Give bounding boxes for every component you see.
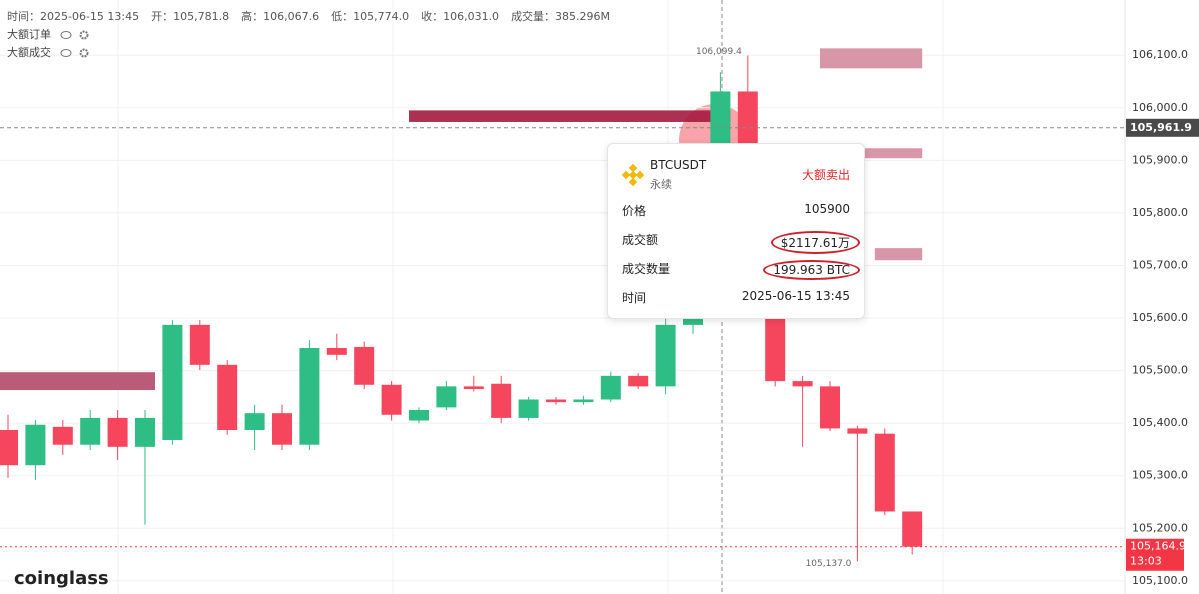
tooltip-key: 价格 [622, 204, 647, 218]
y-tick-label: 105,700.0 [1132, 258, 1188, 271]
info-item: 开：105,781.8 [151, 10, 229, 23]
candle-body [25, 424, 46, 466]
candle-body [189, 324, 210, 365]
y-tick-label: 106,100.0 [1132, 48, 1188, 61]
candle-body [518, 399, 539, 418]
tooltip-key: 成交额 [622, 233, 659, 247]
candle-body [107, 417, 128, 447]
candle-body [491, 383, 512, 418]
tooltip-value: 199.963 BTC [763, 260, 860, 280]
candle-body [436, 386, 457, 408]
gear-icon [79, 48, 89, 58]
candle-body [546, 399, 566, 403]
info-item: 时间：2025-06-15 13:45 [7, 10, 139, 23]
tooltip-row: 时间 2025-06-15 13:45 [622, 289, 850, 306]
tooltip-row: 成交额 $2117.61万 [622, 231, 860, 254]
candle-body [820, 386, 840, 429]
tooltip-value: 2025-06-15 13:45 [741, 289, 850, 303]
candle-body [463, 386, 484, 389]
y-tick-label: 105,200.0 [1132, 521, 1188, 534]
candle-body [217, 364, 238, 430]
candle-body [381, 384, 402, 415]
binance-icon [622, 164, 644, 186]
info-item: 高：106,067.6 [241, 9, 319, 23]
large-order [0, 372, 155, 391]
candle-body [244, 413, 265, 430]
min-label: 105,137.0 [806, 559, 852, 569]
candle-body [902, 511, 923, 547]
y-tick-label: 105,400.0 [1132, 416, 1188, 429]
symbol: BTCUSDT [650, 158, 707, 172]
tooltip-key: 成交数量 [622, 262, 671, 276]
crosshair-label-bg [1126, 118, 1199, 137]
candle-body [792, 381, 813, 387]
market: 永续 [650, 178, 672, 191]
info-item: 低：105,774.0 [331, 10, 409, 23]
candle-body [0, 429, 18, 466]
large-order [820, 48, 923, 69]
y-tick-label: 106,000.0 [1132, 101, 1188, 114]
max-label: 106,099.4 [696, 47, 742, 57]
legend-item: 大额订单 [7, 27, 51, 41]
gear-icon [79, 30, 89, 40]
large-order [847, 148, 923, 159]
candle-body [272, 413, 292, 445]
y-tick-label: 105,600.0 [1132, 311, 1188, 324]
candle-body [135, 417, 155, 447]
side: 大额卖出 [801, 168, 850, 182]
y-tick-label: 105,300.0 [1132, 469, 1188, 482]
candle-body [80, 417, 101, 445]
candle-body [655, 324, 676, 387]
candle-body [354, 346, 375, 385]
eye-icon [60, 31, 72, 39]
candle-body [874, 433, 895, 512]
candle-body [847, 428, 868, 434]
tooltip-value: $2117.61万 [770, 231, 860, 254]
candle-body [52, 426, 73, 445]
large-order [409, 110, 731, 122]
candle-body [600, 375, 621, 400]
y-tick-label: 105,100.0 [1132, 574, 1188, 587]
candle-body [573, 399, 594, 403]
eye-icon [60, 49, 72, 57]
candle-body [628, 375, 649, 387]
tooltip-row: 价格 105900 [622, 202, 850, 219]
candle-body [765, 307, 786, 382]
candle-body [326, 347, 347, 355]
tooltip-row: 成交数量 199.963 BTC [622, 260, 860, 280]
info-item: 收：106,031.0 [421, 9, 499, 23]
last-price-label: 105,164.9 [1130, 540, 1186, 553]
last-price-bg [1126, 538, 1184, 571]
candle-body [409, 410, 429, 421]
y-tick-label: 105,800.0 [1132, 206, 1188, 219]
large-order [874, 248, 923, 261]
info-item: 成交量：385.296M [511, 9, 610, 23]
tooltip: BTCUSDT 永续 大额卖出 价格 105900 成交额 $2117.61万成交数量… [607, 143, 865, 319]
crosshair-label: 105,961.9 [1130, 121, 1192, 134]
tooltip-value: 105900 [804, 202, 850, 216]
y-tick-label: 105,900.0 [1132, 153, 1188, 166]
watermark: coinglass [14, 568, 109, 589]
tooltip-key: 时间 [622, 291, 647, 305]
y-tick-label: 105,500.0 [1132, 364, 1188, 377]
legend-item: 大额成交 [7, 45, 51, 59]
candle-body [299, 347, 320, 445]
countdown: 13:03 [1130, 555, 1162, 568]
candle-body [162, 324, 183, 440]
